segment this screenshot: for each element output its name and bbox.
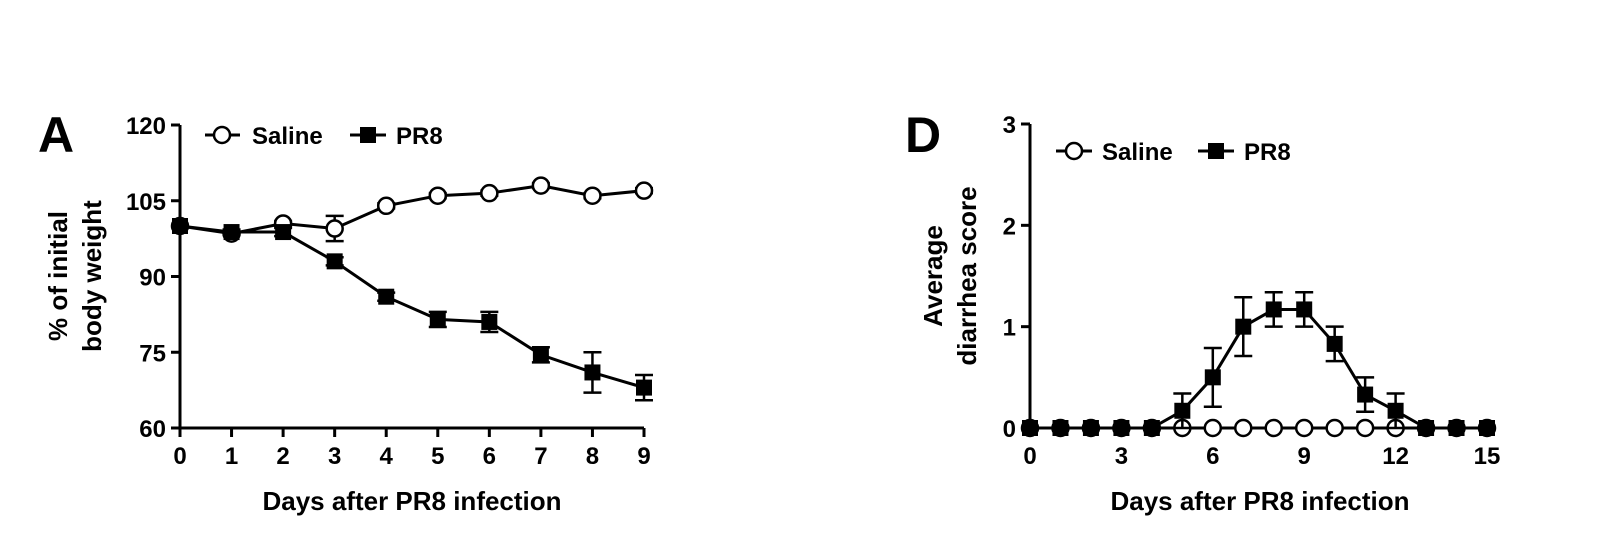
panel-a-x-tick-label: 3 xyxy=(328,443,341,470)
panel-a-y-axis-title-line2: body weight xyxy=(77,200,107,352)
panel-d-point-pr8 xyxy=(1479,420,1495,436)
panel-d-y-axis-title-line2: diarrhea score xyxy=(952,186,982,365)
legend-marker-saline xyxy=(1064,141,1084,161)
panel-d-x-tick-label: 3 xyxy=(1115,443,1128,470)
panel-d-point-saline xyxy=(1234,418,1253,438)
panel-a-point-saline xyxy=(583,186,602,205)
panel-d-point-pr8 xyxy=(1448,420,1465,436)
panel-a-y-tick-label: 105 xyxy=(126,189,166,216)
legend-label-pr8: PR8 xyxy=(1244,139,1291,166)
panel-d-x-tick-label: 0 xyxy=(1023,443,1036,470)
panel-a-x-axis-title: Days after PR8 infection xyxy=(262,486,561,516)
panel-a-x-tick-label: 2 xyxy=(276,443,289,470)
panel-a-point-pr8 xyxy=(275,224,292,241)
panel-a-point-saline xyxy=(531,176,551,195)
panel-d-point-pr8 xyxy=(1022,420,1038,436)
panel-a-body-weight-chart: A 0 1 2 3 4 5 6 7 8 9 60 75 90 105 120 Saline PR8 Days… xyxy=(38,107,654,516)
panel-a-x-tick-label: 1 xyxy=(225,443,238,470)
panel-a-series-line-saline xyxy=(179,184,645,236)
panel-a-x-tick-label: 0 xyxy=(173,443,186,470)
panel-d-point-saline xyxy=(1203,418,1223,438)
panel-d-y-axis-title-line1: Average xyxy=(918,225,948,327)
panel-a-x-tick-label: 8 xyxy=(586,443,599,470)
panel-a-point-pr8 xyxy=(584,364,601,381)
panel-a-point-pr8 xyxy=(481,313,498,330)
panel-d-point-saline xyxy=(1294,418,1314,438)
panel-a-point-saline xyxy=(480,183,499,203)
panel-d-x-tick-label: 6 xyxy=(1206,443,1219,470)
panel-d-point-pr8 xyxy=(1082,420,1099,436)
panel-d-point-pr8 xyxy=(1052,420,1069,436)
panel-a-point-pr8 xyxy=(223,224,240,241)
panel-d-letter: D xyxy=(905,107,941,163)
panel-a-point-saline xyxy=(428,186,448,205)
panel-a-point-pr8 xyxy=(532,346,549,363)
panel-a-y-axis-title-line1: % of initial xyxy=(43,211,73,341)
panel-a-point-saline xyxy=(325,219,344,238)
panel-a-point-pr8 xyxy=(636,379,652,396)
legend-marker-pr8 xyxy=(360,127,376,143)
panel-d-point-saline xyxy=(1355,418,1375,438)
panel-d-x-tick-label: 9 xyxy=(1298,443,1311,470)
panel-a-y-tick-label: 90 xyxy=(139,265,166,292)
panel-d-y-tick-label: 1 xyxy=(1003,315,1016,342)
legend-label-saline: Saline xyxy=(252,123,323,150)
panel-a-letter: A xyxy=(38,107,74,163)
panel-a-x-tick-label: 4 xyxy=(380,443,394,470)
panel-a-y-tick-label: 60 xyxy=(139,416,166,443)
panel-a-point-pr8 xyxy=(172,218,188,234)
panel-d-point-pr8 xyxy=(1235,318,1252,335)
panel-a-series-line-pr8 xyxy=(179,224,645,390)
panel-d-point-pr8 xyxy=(1387,402,1404,419)
panel-d-y-tick-label: 2 xyxy=(1003,213,1016,240)
panel-a-x-tick-label: 5 xyxy=(431,443,444,470)
panel-a-point-saline xyxy=(376,196,396,216)
panel-d-point-pr8 xyxy=(1113,420,1130,436)
panel-d-x-axis-title: Days after PR8 infection xyxy=(1110,486,1409,516)
panel-d-point-pr8 xyxy=(1143,420,1160,436)
legend-label-saline: Saline xyxy=(1102,139,1173,166)
panel-a-y-tick-label: 75 xyxy=(139,340,166,367)
legend-label-pr8: PR8 xyxy=(396,123,443,150)
panel-a-point-saline xyxy=(634,181,654,200)
panel-d-point-pr8 xyxy=(1326,335,1343,352)
panel-d-y-tick-label: 3 xyxy=(1003,112,1016,139)
legend-marker-pr8 xyxy=(1208,143,1224,159)
panel-d-point-pr8 xyxy=(1357,386,1374,403)
panel-d-point-pr8 xyxy=(1418,420,1435,436)
panel-a-point-pr8 xyxy=(429,311,446,328)
panel-a-point-pr8 xyxy=(326,253,343,270)
panel-a-x-tick-label: 7 xyxy=(534,443,547,470)
panel-d-y-tick-label: 0 xyxy=(1003,416,1016,443)
panel-d-point-saline xyxy=(1264,418,1283,438)
panel-d-x-tick-label: 15 xyxy=(1474,443,1501,470)
panel-d-point-pr8 xyxy=(1174,402,1191,419)
panel-a-x-tick-label: 6 xyxy=(483,443,496,470)
panel-d-legend: Saline PR8 xyxy=(1056,139,1291,166)
legend-marker-saline xyxy=(212,125,232,145)
panel-d-point-pr8 xyxy=(1204,369,1221,386)
panel-a-x-tick-label: 9 xyxy=(637,443,650,470)
panel-d-point-pr8 xyxy=(1265,301,1282,318)
panel-d-series-line-pr8 xyxy=(1030,307,1487,430)
panel-d-x-tick-label: 12 xyxy=(1382,443,1409,470)
panel-a-y-tick-label: 120 xyxy=(126,113,166,140)
panel-d-point-pr8 xyxy=(1296,301,1313,318)
panel-a-legend: Saline PR8 xyxy=(205,123,443,150)
panel-a-point-pr8 xyxy=(378,288,395,305)
panel-d-point-saline xyxy=(1325,418,1344,438)
